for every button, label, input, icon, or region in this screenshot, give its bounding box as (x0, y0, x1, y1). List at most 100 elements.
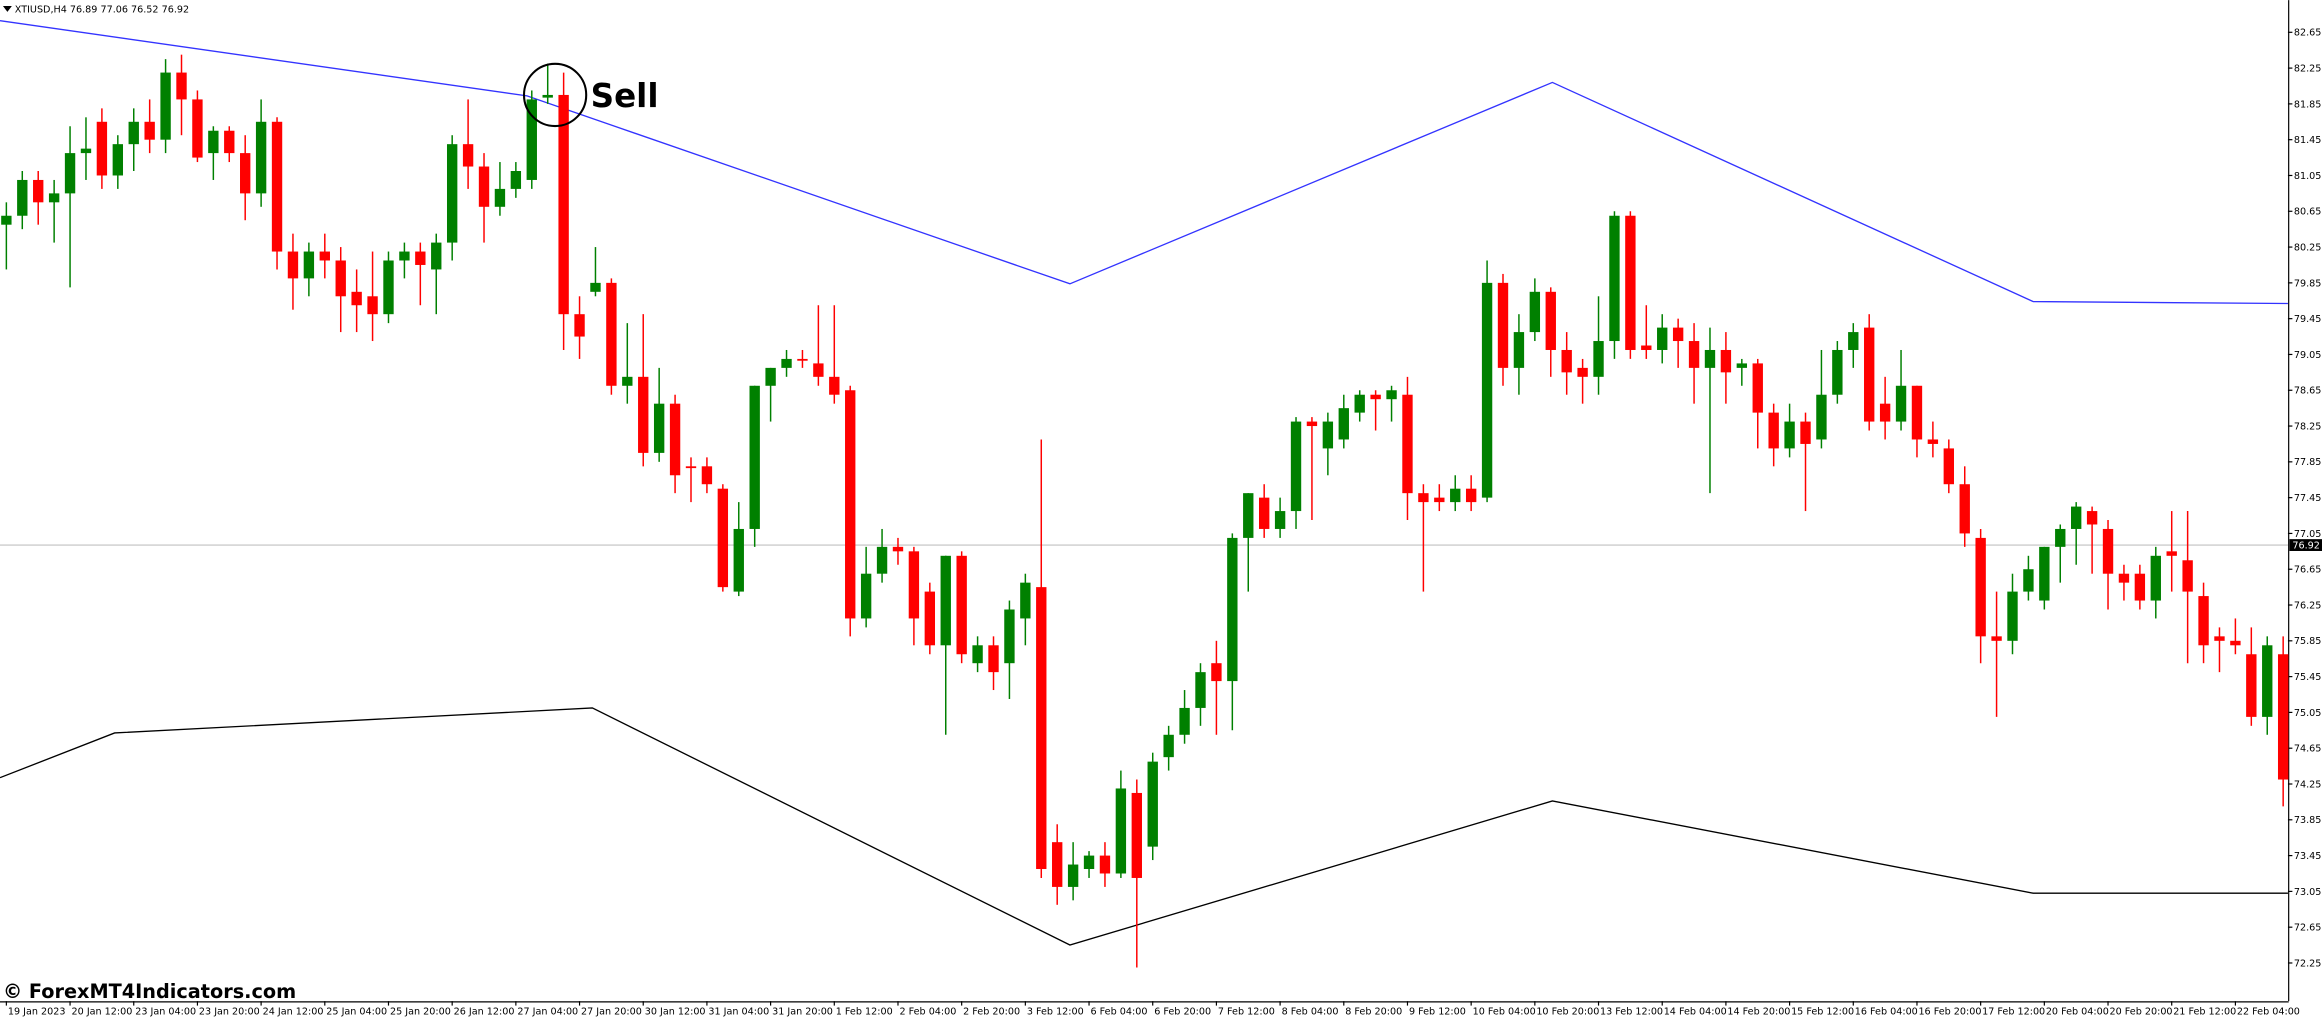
candle-body (1418, 493, 1429, 503)
candle-body (1322, 421, 1334, 449)
channel-line (0, 20, 2288, 305)
candle-body (749, 385, 760, 529)
candle-body (1752, 363, 1763, 413)
candle-body (1529, 291, 1541, 333)
y-tick-label: 75.85 (2294, 636, 2322, 647)
candle-body (1227, 537, 1238, 682)
x-tick-label: 6 Feb 20:00 (1154, 1006, 1211, 1017)
candle-body (431, 242, 442, 270)
candle-body (1274, 511, 1286, 529)
candle-body (1593, 341, 1604, 377)
candle-body (1784, 421, 1795, 449)
candle-body (1290, 421, 1302, 512)
candle-body (1577, 367, 1588, 377)
candle-body (2118, 573, 2130, 583)
candle-body (1179, 707, 1190, 735)
x-tick-label: 30 Jan 12:00 (645, 1006, 706, 1017)
y-tick-label: 77.05 (2294, 529, 2322, 540)
candle-body (2007, 591, 2018, 641)
candle-body (2070, 506, 2082, 529)
y-tick-label: 78.65 (2294, 386, 2322, 397)
candle-body (1195, 672, 1206, 708)
candle-body (510, 171, 522, 189)
candle-body (1306, 421, 1318, 427)
x-tick-label: 20 Feb 04:00 (2046, 1006, 2109, 1017)
x-tick-label: 26 Jan 12:00 (454, 1006, 515, 1017)
candle-body (1943, 448, 1954, 485)
candle-body (526, 99, 537, 180)
candle-body (1832, 349, 1843, 395)
candle-body (2246, 654, 2257, 717)
x-tick-label: 9 Feb 12:00 (1409, 1006, 1466, 1017)
x-tick-label: 15 Feb 12:00 (1791, 1006, 1854, 1017)
candle-body (733, 528, 744, 592)
candle-body (1258, 497, 1270, 529)
y-tick-label: 82.25 (2294, 63, 2322, 74)
candle-body (2277, 654, 2289, 780)
candle-body (892, 546, 904, 552)
candle-body (1163, 734, 1174, 758)
candle-body (908, 551, 920, 619)
candle-body (255, 121, 267, 194)
candle-body (1115, 788, 1127, 874)
sell-label: Sell (591, 77, 659, 115)
candle-body (1513, 332, 1525, 368)
x-tick-label: 27 Jan 04:00 (517, 1006, 578, 1017)
y-tick-label: 81.85 (2294, 99, 2322, 110)
y-tick-label: 77.85 (2294, 457, 2322, 468)
candle-body (1481, 282, 1493, 498)
candle-body (33, 179, 44, 203)
y-tick-label: 73.85 (2294, 815, 2322, 826)
candle-body (1402, 394, 1413, 494)
candle-body (144, 121, 155, 140)
x-tick-label: 16 Feb 20:00 (1918, 1006, 1981, 1017)
candle-body (845, 390, 856, 619)
x-tick-label: 13 Feb 12:00 (1600, 1006, 1663, 1017)
watermark: © ForexMT4Indicators.com (3, 980, 296, 1003)
y-tick-label: 76.65 (2294, 565, 2322, 576)
candle-body (1354, 394, 1365, 413)
candle-body (1879, 403, 1891, 422)
candle-body (2134, 573, 2146, 601)
x-tick-label: 14 Feb 20:00 (1727, 1006, 1790, 1017)
candle-body (1800, 421, 1811, 444)
candle-body (1465, 488, 1477, 503)
candle-body (1768, 412, 1779, 449)
candle-body (415, 251, 426, 265)
candle-body (1099, 855, 1111, 874)
candle-body (1895, 385, 1907, 422)
candle-body (669, 403, 681, 476)
candle-body (813, 363, 824, 377)
y-tick-label: 74.25 (2294, 779, 2322, 790)
y-tick-label: 74.65 (2294, 744, 2322, 755)
candle-body (2230, 640, 2241, 646)
candle-body (701, 466, 713, 485)
candle-body (606, 282, 617, 386)
x-tick-label: 16 Feb 04:00 (1855, 1006, 1918, 1017)
candle-body (1959, 484, 1970, 534)
candle-body (80, 148, 92, 154)
candle-body (1991, 636, 2002, 641)
candle-body (112, 144, 124, 176)
x-tick-label: 25 Jan 04:00 (326, 1006, 387, 1017)
candle-body (1864, 327, 1875, 422)
current-price-box (2289, 539, 2322, 551)
x-tick-label: 21 Feb 12:00 (2173, 1006, 2236, 1017)
candle-body (1020, 582, 1031, 619)
x-tick-label: 25 Jan 20:00 (390, 1006, 451, 1017)
candle-body (64, 153, 76, 194)
candle-body (1004, 609, 1015, 664)
y-tick-label: 76.25 (2294, 600, 2322, 611)
candle-body (1497, 282, 1509, 368)
header-arrow (2, 6, 12, 12)
candle-body (17, 179, 28, 216)
candle-body (1641, 345, 1652, 350)
candle-body (2039, 546, 2050, 601)
candle-body (2182, 560, 2193, 592)
x-tick-label: 31 Jan 04:00 (708, 1006, 769, 1017)
candle-body (653, 403, 665, 453)
candle-body (176, 72, 187, 100)
candle-body (1370, 394, 1381, 400)
candle-body (96, 121, 108, 176)
